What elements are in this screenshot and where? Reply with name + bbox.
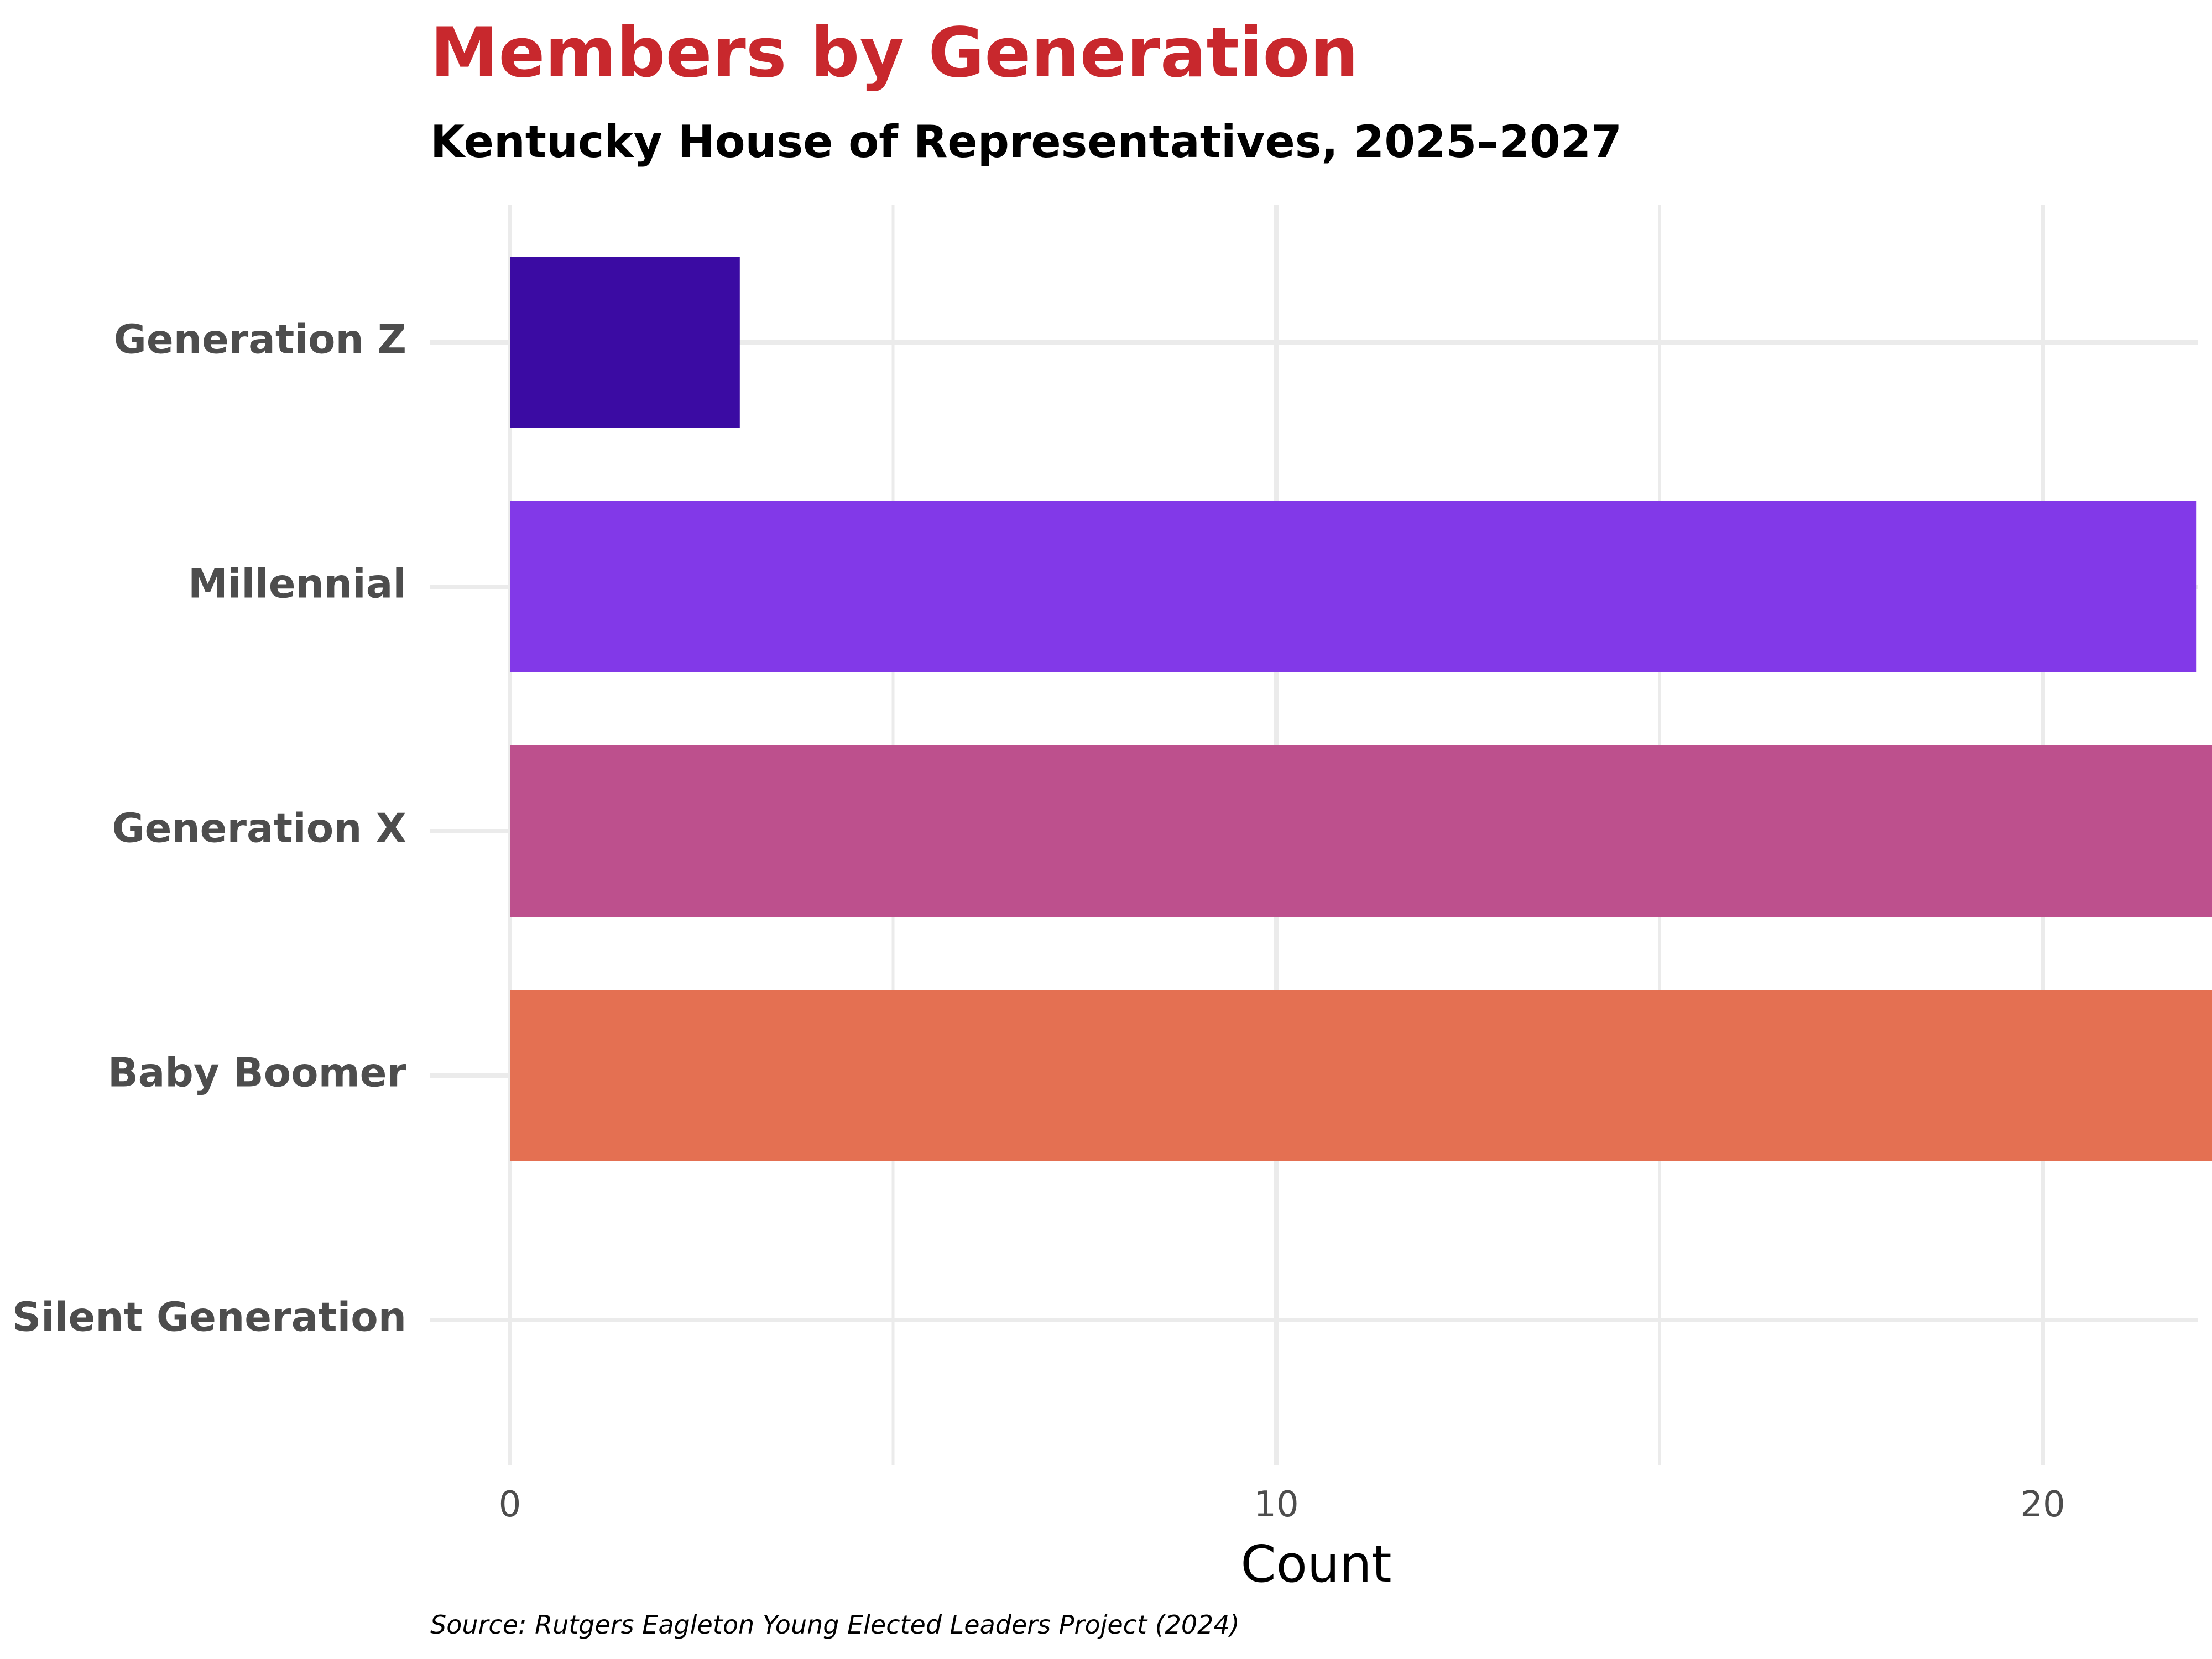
x-tick-label: 10 bbox=[1254, 1484, 1298, 1525]
category-label: Generation X bbox=[112, 805, 406, 852]
x-tick-label: 20 bbox=[2020, 1484, 2065, 1525]
x-tick-label: 0 bbox=[499, 1484, 521, 1525]
category-label: Generation Z bbox=[114, 316, 406, 363]
value-axis-ticks: 010203040 bbox=[499, 1484, 2065, 1525]
category-label: Baby Boomer bbox=[108, 1050, 407, 1096]
bar-baby-boomer bbox=[510, 990, 2212, 1161]
chart-title: Members by Generation bbox=[430, 13, 1359, 93]
bar-generation-x bbox=[510, 745, 2212, 917]
bar-generation-z bbox=[510, 257, 740, 428]
category-label: Millennial bbox=[188, 561, 406, 607]
category-axis-labels: Generation Z Millennial Generation X Baby B… bbox=[12, 316, 406, 1340]
category-label: Silent Generation bbox=[12, 1294, 406, 1340]
chart-subtitle: Kentucky House of Representatives, 2025–… bbox=[430, 116, 1622, 168]
chart-caption: Source: Rutgers Eagleton Young Elected L… bbox=[430, 1610, 1240, 1640]
bars bbox=[510, 257, 2212, 1161]
bar-millennial bbox=[510, 501, 2197, 672]
x-axis-title: Count bbox=[1240, 1535, 1391, 1594]
